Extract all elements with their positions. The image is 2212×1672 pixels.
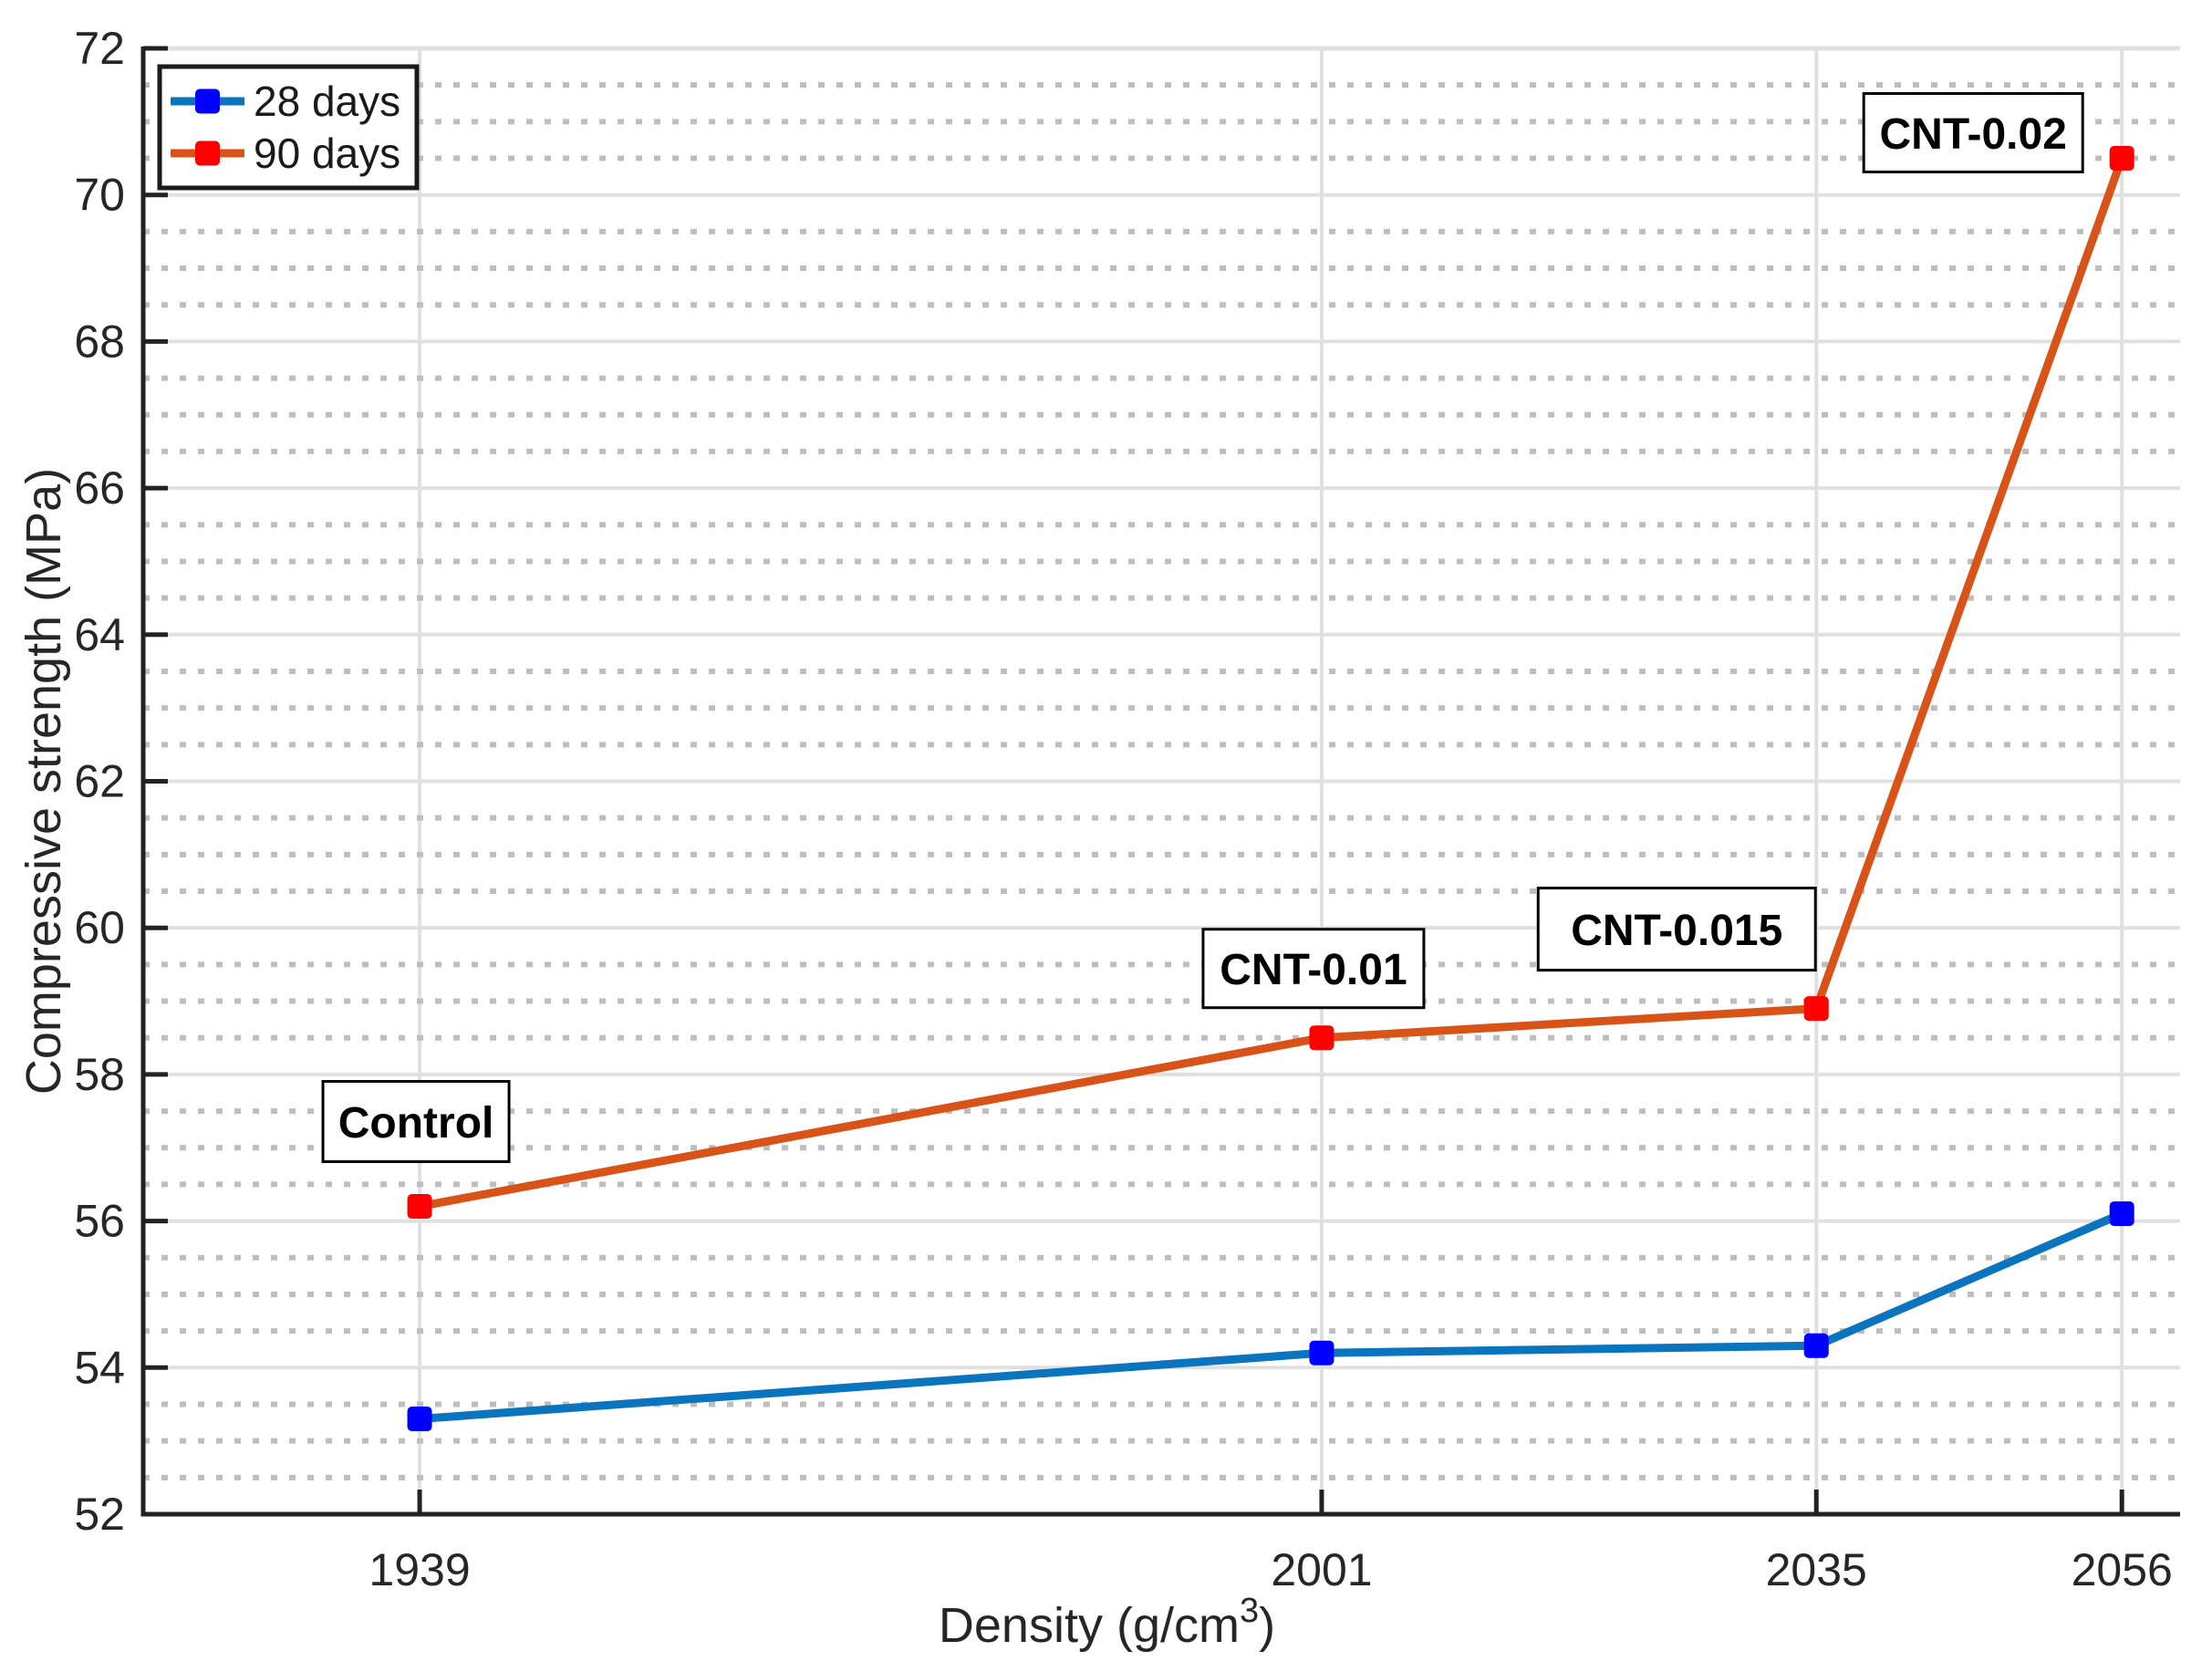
annotation-label: CNT-0.015 bbox=[1571, 907, 1782, 955]
data-point-marker-90-days bbox=[1309, 1025, 1334, 1051]
y-tick-label: 64 bbox=[74, 609, 125, 660]
series-line-28-days bbox=[415, 1210, 2126, 1424]
y-axis-label: Compressive strength (MPa) bbox=[16, 468, 71, 1095]
annotation-box-CNT-0-02 bbox=[1862, 92, 2084, 174]
x-tick-label: 2001 bbox=[1271, 1544, 1372, 1595]
data-point-marker-28-days bbox=[2109, 1201, 2134, 1227]
y-tick-label: 52 bbox=[74, 1489, 125, 1540]
y-tick-label: 70 bbox=[74, 170, 125, 221]
x-tick-label: 2056 bbox=[2072, 1544, 2173, 1595]
data-point-marker-90-days bbox=[407, 1194, 432, 1220]
legend-label: 90 days bbox=[254, 130, 400, 177]
annotation-label: CNT-0.02 bbox=[1879, 110, 2066, 159]
legend-box bbox=[157, 64, 420, 191]
annotation-label: CNT-0.01 bbox=[1220, 946, 1407, 994]
y-tick-label: 56 bbox=[74, 1196, 125, 1247]
legend-label: 28 days bbox=[254, 78, 400, 125]
x-axis-label: Density (g/cm3) bbox=[939, 1592, 1275, 1653]
annotation-box-CNT-0-015 bbox=[1536, 887, 1817, 972]
y-tick-label: 68 bbox=[74, 316, 125, 367]
annotation-box-Control bbox=[321, 1080, 511, 1164]
series-line-90-days bbox=[415, 154, 2126, 1211]
annotation-box-CNT-0-01 bbox=[1201, 928, 1426, 1010]
data-point-marker-90-days bbox=[1803, 996, 1829, 1022]
data-point-marker-90-days bbox=[2109, 146, 2134, 171]
x-tick-label: 1939 bbox=[369, 1544, 470, 1595]
y-tick-label: 58 bbox=[74, 1049, 125, 1100]
y-tick-label: 60 bbox=[74, 902, 125, 953]
annotation-label: Control bbox=[338, 1099, 494, 1148]
data-point-marker-28-days bbox=[407, 1407, 432, 1432]
y-tick-label: 54 bbox=[74, 1342, 125, 1393]
y-tick-label: 66 bbox=[74, 462, 125, 514]
data-point-marker-28-days bbox=[1803, 1333, 1829, 1358]
data-point-marker-28-days bbox=[1309, 1340, 1334, 1366]
legend-marker-28-days bbox=[195, 88, 220, 114]
y-tick-label: 72 bbox=[74, 23, 125, 74]
x-tick-label: 2035 bbox=[1766, 1544, 1867, 1595]
y-tick-label: 62 bbox=[74, 756, 125, 807]
legend-marker-90-days bbox=[195, 140, 220, 166]
